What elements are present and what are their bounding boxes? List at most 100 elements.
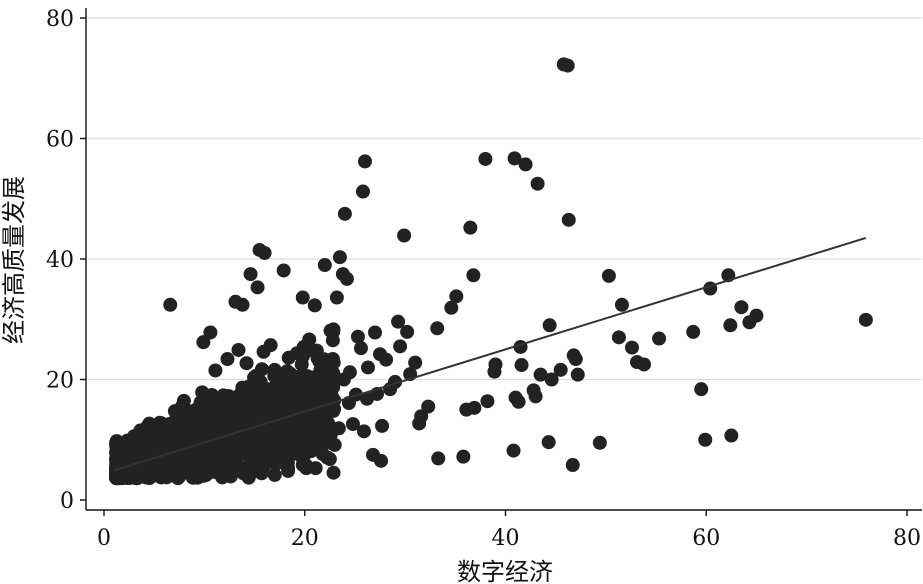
data-point (176, 400, 191, 415)
x-axis-label: 数字经济 (457, 558, 553, 584)
data-point (170, 471, 185, 486)
data-point-0-13 (257, 245, 272, 260)
data-point-0-39 (542, 318, 557, 333)
data-point-0-102 (325, 333, 340, 348)
data-point-0-8 (337, 206, 352, 221)
data-point-0-11 (397, 228, 412, 243)
data-point (308, 383, 323, 398)
axes: 0 20 40 60 80 0 20 40 60 80 (46, 7, 922, 551)
data-point-0-74 (698, 432, 713, 447)
data-point-0-29 (235, 297, 250, 312)
fit-line-group (113, 236, 867, 472)
x-tick-label-0: 0 (97, 526, 111, 551)
data-point-0-58 (544, 372, 559, 387)
data-point (147, 459, 162, 474)
data-point-0-14 (317, 258, 332, 273)
y-axis-label: 经济高质量发展 (0, 176, 28, 344)
data-point-0-15 (332, 250, 347, 265)
data-point (170, 416, 185, 431)
data-point-0-6 (355, 184, 370, 199)
data-point (265, 404, 280, 419)
data-point-0-91 (356, 424, 371, 439)
data-point-0-18 (466, 268, 481, 283)
data-point-0-38 (723, 318, 738, 333)
data-point-0-119 (320, 366, 335, 381)
data-point-0-10 (463, 220, 478, 235)
data-point-0-57 (553, 362, 568, 377)
data-point-0-43 (611, 330, 626, 345)
data-point-0-63 (528, 389, 543, 404)
data-point (226, 409, 241, 424)
data-point-0-98 (322, 452, 337, 467)
data-points (109, 57, 873, 486)
data-point-0-65 (511, 394, 526, 409)
data-point (200, 405, 215, 420)
data-point (131, 432, 146, 447)
data-point-0-47 (203, 325, 218, 340)
data-point-0-31 (614, 297, 629, 312)
data-point (327, 401, 342, 416)
data-point (185, 470, 200, 485)
data-point-0-118 (393, 339, 408, 354)
data-point-0-3 (478, 151, 493, 166)
data-point-0-73 (724, 428, 739, 443)
data-point-0-99 (300, 442, 315, 457)
x-tick-label-1: 20 (291, 526, 319, 551)
data-point (204, 449, 219, 464)
data-point-0-33 (449, 289, 464, 304)
data-point (121, 445, 136, 460)
data-point (187, 405, 202, 420)
data-point (171, 455, 186, 470)
data-point (280, 440, 295, 455)
data-point (266, 444, 281, 459)
data-point (239, 413, 254, 428)
data-point (249, 368, 264, 383)
data-point-0-48 (196, 335, 211, 350)
data-point-0-41 (391, 314, 406, 329)
data-point (294, 388, 309, 403)
y-tick-label-3: 60 (46, 128, 74, 153)
data-point (240, 429, 255, 444)
data-point-0-2 (357, 154, 372, 169)
data-point (195, 460, 210, 475)
data-point-0-17 (243, 267, 258, 282)
data-point-0-9 (561, 212, 576, 227)
data-point-0-122 (336, 372, 351, 387)
data-point (249, 451, 264, 466)
data-point-0-75 (506, 443, 521, 458)
data-point-0-27 (307, 298, 322, 313)
data-point (110, 459, 125, 474)
data-point-0-109 (208, 363, 223, 378)
y-tick-label-1: 20 (46, 369, 74, 394)
data-point (274, 390, 289, 405)
data-point-0-56 (487, 364, 502, 379)
data-point (244, 391, 259, 406)
data-point-0-34 (444, 300, 459, 315)
data-point-0-104 (296, 339, 311, 354)
data-point (159, 461, 174, 476)
data-point-0-110 (231, 342, 246, 357)
data-point-0-107 (239, 356, 254, 371)
data-point-0-112 (283, 370, 298, 385)
data-point (312, 416, 327, 431)
data-point-0-81 (400, 324, 415, 339)
x-tick-label-4: 80 (893, 526, 921, 551)
data-point-0-94 (323, 427, 338, 442)
data-point-0-72 (592, 435, 607, 450)
y-tick-label-4: 80 (46, 7, 74, 32)
data-point (218, 389, 233, 404)
data-point (150, 429, 165, 444)
data-point (220, 440, 235, 455)
data-point-0-20 (339, 271, 354, 286)
data-point-0-76 (431, 451, 446, 466)
data-point (267, 467, 282, 482)
data-point (172, 436, 187, 451)
data-point-0-36 (742, 315, 757, 330)
data-point-0-92 (345, 417, 360, 432)
data-point-0-16 (276, 263, 291, 278)
data-point-0-37 (858, 312, 873, 327)
data-point-0-115 (379, 352, 394, 367)
data-point-0-82 (408, 355, 423, 370)
data-point-0-7 (530, 176, 545, 191)
